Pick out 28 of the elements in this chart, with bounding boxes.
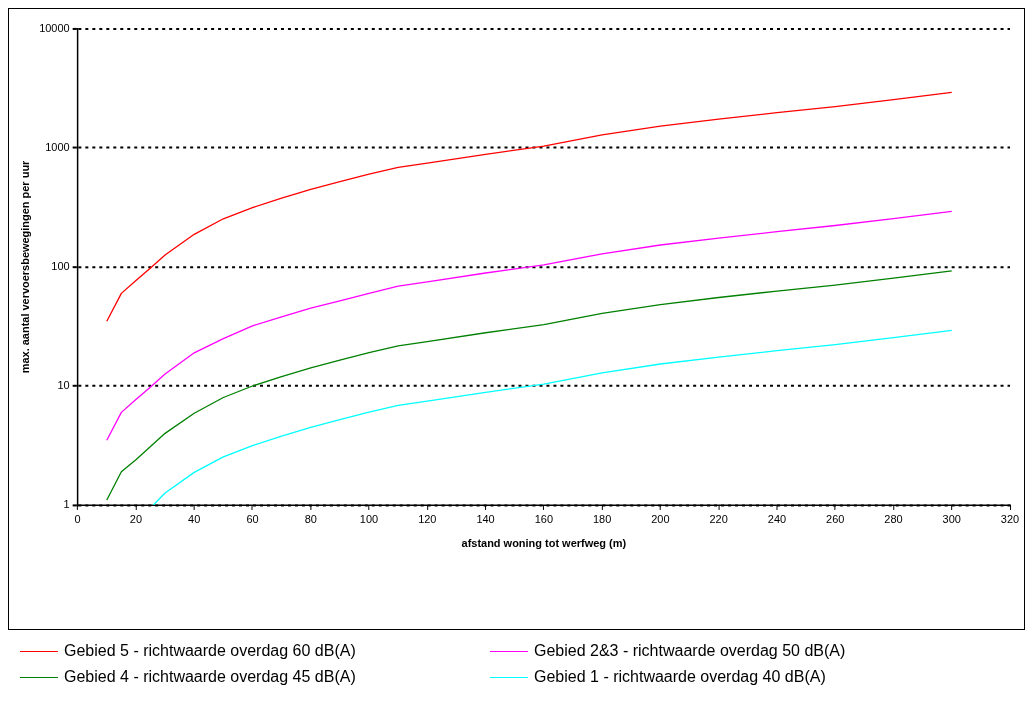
y-tick-label: 10000 <box>39 21 70 34</box>
y-tick-label: 10 <box>57 379 70 391</box>
x-tick-label: 160 <box>534 512 553 525</box>
legend-label: Gebied 5 - richtwaarde overdag 60 dB(A) <box>64 642 356 660</box>
legend-label: Gebied 4 - richtwaarde overdag 45 dB(A) <box>64 668 356 686</box>
x-tick-label: 80 <box>304 512 317 525</box>
x-axis-title: afstand woning tot werfweg (m) <box>461 536 627 549</box>
x-tick-label: 0 <box>74 512 81 525</box>
y-tick-label: 1 <box>63 498 70 511</box>
x-tick-label: 120 <box>418 512 437 525</box>
x-tick-label: 240 <box>767 512 787 525</box>
x-tick-label: 140 <box>476 512 495 525</box>
x-tick-label: 220 <box>709 512 728 525</box>
x-tick-label: 40 <box>188 512 201 525</box>
x-tick-label: 20 <box>129 512 143 525</box>
legend-label: Gebied 2&3 - richtwaarde overdag 50 dB(A) <box>534 642 846 660</box>
x-tick-label: 260 <box>826 512 845 525</box>
x-tick-label: 300 <box>942 512 961 525</box>
x-tick-label: 320 <box>1000 512 1020 525</box>
x-tick-label: 60 <box>246 512 259 525</box>
x-tick-label: 180 <box>592 512 612 525</box>
y-tick-label: 100 <box>51 260 70 272</box>
y-axis-title: max. aantal vervoersbewegingen per uur <box>18 159 31 374</box>
x-tick-label: 200 <box>651 512 670 525</box>
x-tick-label: 100 <box>359 512 379 525</box>
x-tick-label: 280 <box>884 512 903 525</box>
y-tick-label: 1000 <box>45 140 70 153</box>
legend-label: Gebied 1 - richtwaarde overdag 40 dB(A) <box>534 668 826 686</box>
